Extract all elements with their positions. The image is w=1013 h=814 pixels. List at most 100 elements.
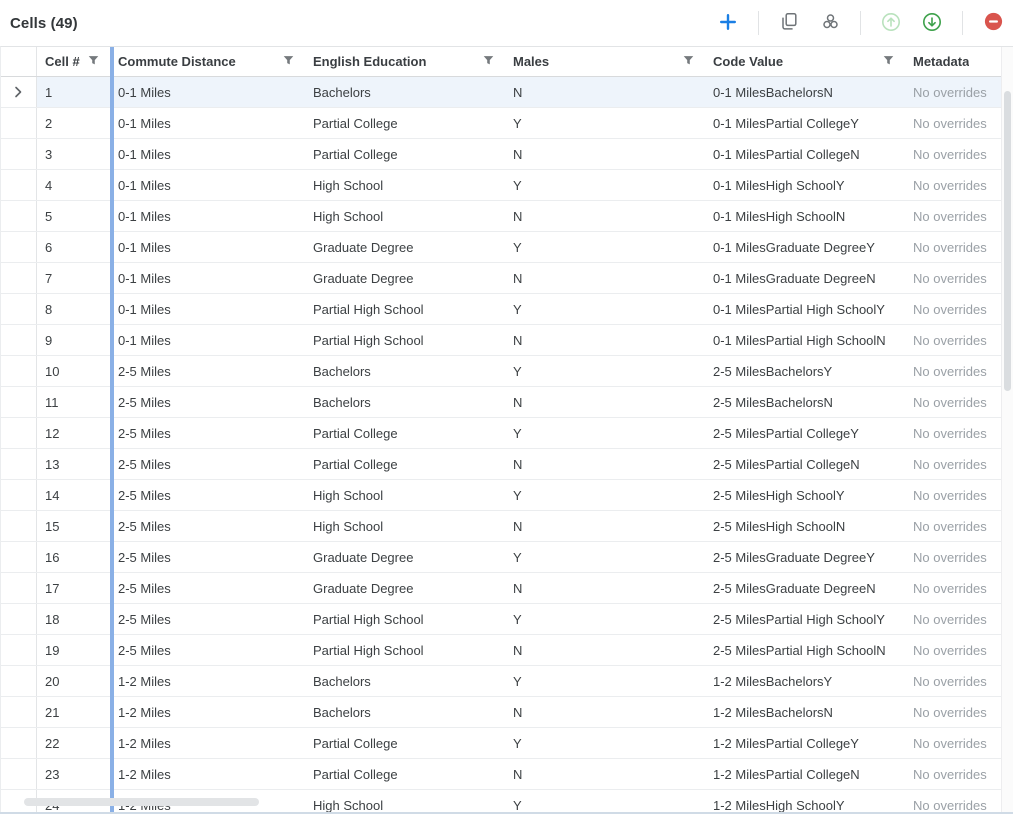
cell-num[interactable]: 13: [37, 449, 111, 479]
cell-commute[interactable]: 1-2 Miles: [111, 728, 306, 758]
remove-button[interactable]: [982, 12, 1004, 34]
cell-education[interactable]: High School: [306, 201, 506, 231]
column-header-metadata[interactable]: Metadata: [906, 47, 1013, 76]
cell-commute[interactable]: 0-1 Miles: [111, 170, 306, 200]
table-row[interactable]: 12 2-5 Miles Partial College Y 2-5 MilesPart…: [1, 418, 1013, 449]
cell-code[interactable]: 0-1 MilesPartial CollegeY: [706, 108, 906, 138]
row-expander[interactable]: [1, 356, 37, 386]
cell-num[interactable]: 5: [37, 201, 111, 231]
cell-males[interactable]: N: [506, 759, 706, 789]
cell-males[interactable]: N: [506, 325, 706, 355]
cell-commute[interactable]: 2-5 Miles: [111, 449, 306, 479]
cell-education[interactable]: Partial College: [306, 759, 506, 789]
row-expander[interactable]: [1, 573, 37, 603]
column-header-commute[interactable]: Commute Distance: [111, 47, 306, 76]
cell-metadata[interactable]: No overrides: [906, 790, 1013, 814]
cell-commute[interactable]: 0-1 Miles: [111, 325, 306, 355]
table-row[interactable]: 4 0-1 Miles High School Y 0-1 MilesHigh Scho…: [1, 170, 1013, 201]
cell-education[interactable]: Bachelors: [306, 697, 506, 727]
cell-education[interactable]: Partial High School: [306, 604, 506, 634]
cell-education[interactable]: Partial College: [306, 449, 506, 479]
cell-metadata[interactable]: No overrides: [906, 480, 1013, 510]
cell-education[interactable]: Bachelors: [306, 666, 506, 696]
cell-code[interactable]: 0-1 MilesPartial High SchoolY: [706, 294, 906, 324]
cell-code[interactable]: 0-1 MilesHigh SchoolN: [706, 201, 906, 231]
cell-males[interactable]: Y: [506, 294, 706, 324]
filter-funnel-icon[interactable]: [883, 54, 894, 69]
cell-education[interactable]: Bachelors: [306, 387, 506, 417]
row-expander[interactable]: [1, 635, 37, 665]
cell-males[interactable]: Y: [506, 232, 706, 262]
cell-metadata[interactable]: No overrides: [906, 418, 1013, 448]
cell-metadata[interactable]: No overrides: [906, 635, 1013, 665]
table-row[interactable]: 2 0-1 Miles Partial College Y 0-1 MilesParti…: [1, 108, 1013, 139]
cell-metadata[interactable]: No overrides: [906, 387, 1013, 417]
cell-num[interactable]: 19: [37, 635, 111, 665]
column-header-code[interactable]: Code Value: [706, 47, 906, 76]
cell-code[interactable]: 2-5 MilesGraduate DegreeN: [706, 573, 906, 603]
row-expander[interactable]: [1, 263, 37, 293]
copy-button[interactable]: [778, 12, 800, 34]
row-expander[interactable]: [1, 759, 37, 789]
cell-code[interactable]: 0-1 MilesPartial High SchoolN: [706, 325, 906, 355]
cell-metadata[interactable]: No overrides: [906, 263, 1013, 293]
filter-funnel-icon[interactable]: [483, 54, 494, 69]
cell-num[interactable]: 12: [37, 418, 111, 448]
table-row[interactable]: 5 0-1 Miles High School N 0-1 MilesHigh Scho…: [1, 201, 1013, 232]
cell-num[interactable]: 9: [37, 325, 111, 355]
cell-commute[interactable]: 0-1 Miles: [111, 232, 306, 262]
row-expander[interactable]: [1, 604, 37, 634]
cell-num[interactable]: 23: [37, 759, 111, 789]
cell-metadata[interactable]: No overrides: [906, 356, 1013, 386]
cell-code[interactable]: 2-5 MilesGraduate DegreeY: [706, 542, 906, 572]
row-expander[interactable]: [1, 201, 37, 231]
cell-commute[interactable]: 2-5 Miles: [111, 604, 306, 634]
table-row[interactable]: 22 1-2 Miles Partial College Y 1-2 MilesPart…: [1, 728, 1013, 759]
cell-commute[interactable]: 1-2 Miles: [111, 759, 306, 789]
cell-num[interactable]: 10: [37, 356, 111, 386]
cell-metadata[interactable]: No overrides: [906, 294, 1013, 324]
cell-males[interactable]: Y: [506, 542, 706, 572]
cell-commute[interactable]: 2-5 Miles: [111, 635, 306, 665]
cell-code[interactable]: 2-5 MilesPartial High SchoolN: [706, 635, 906, 665]
cell-metadata[interactable]: No overrides: [906, 108, 1013, 138]
row-expander[interactable]: [1, 542, 37, 572]
cell-males[interactable]: N: [506, 449, 706, 479]
cell-metadata[interactable]: No overrides: [906, 728, 1013, 758]
cell-males[interactable]: N: [506, 139, 706, 169]
table-row[interactable]: 6 0-1 Miles Graduate Degree Y 0-1 MilesGradu…: [1, 232, 1013, 263]
add-button[interactable]: [717, 12, 739, 34]
cell-num[interactable]: 2: [37, 108, 111, 138]
row-expander[interactable]: [1, 325, 37, 355]
row-expander[interactable]: [1, 666, 37, 696]
cell-males[interactable]: Y: [506, 666, 706, 696]
cell-commute[interactable]: 2-5 Miles: [111, 387, 306, 417]
cell-num[interactable]: 20: [37, 666, 111, 696]
cell-commute[interactable]: 0-1 Miles: [111, 108, 306, 138]
cell-commute[interactable]: 0-1 Miles: [111, 201, 306, 231]
cell-commute[interactable]: 2-5 Miles: [111, 418, 306, 448]
table-row[interactable]: 18 2-5 Miles Partial High School Y 2-5 Miles…: [1, 604, 1013, 635]
row-expander[interactable]: [1, 697, 37, 727]
column-header-num[interactable]: Cell #: [37, 47, 111, 76]
upload-button[interactable]: [880, 12, 902, 34]
cell-education[interactable]: Graduate Degree: [306, 263, 506, 293]
table-row[interactable]: 15 2-5 Miles High School N 2-5 MilesHigh Sch…: [1, 511, 1013, 542]
cell-num[interactable]: 22: [37, 728, 111, 758]
cell-code[interactable]: 2-5 MilesBachelorsY: [706, 356, 906, 386]
cell-males[interactable]: N: [506, 511, 706, 541]
row-expander[interactable]: [1, 387, 37, 417]
table-row[interactable]: 20 1-2 Miles Bachelors Y 1-2 MilesBachelorsY…: [1, 666, 1013, 697]
cell-education[interactable]: Graduate Degree: [306, 573, 506, 603]
cell-metadata[interactable]: No overrides: [906, 170, 1013, 200]
table-row[interactable]: 13 2-5 Miles Partial College N 2-5 MilesPart…: [1, 449, 1013, 480]
cell-num[interactable]: 3: [37, 139, 111, 169]
cell-metadata[interactable]: No overrides: [906, 139, 1013, 169]
cell-education[interactable]: Partial High School: [306, 294, 506, 324]
table-row[interactable]: 7 0-1 Miles Graduate Degree N 0-1 MilesGradu…: [1, 263, 1013, 294]
table-row[interactable]: 8 0-1 Miles Partial High School Y 0-1 MilesP…: [1, 294, 1013, 325]
cell-metadata[interactable]: No overrides: [906, 232, 1013, 262]
cell-education[interactable]: Graduate Degree: [306, 542, 506, 572]
horizontal-scrollbar-thumb[interactable]: [24, 798, 259, 806]
combine-button[interactable]: [819, 12, 841, 34]
